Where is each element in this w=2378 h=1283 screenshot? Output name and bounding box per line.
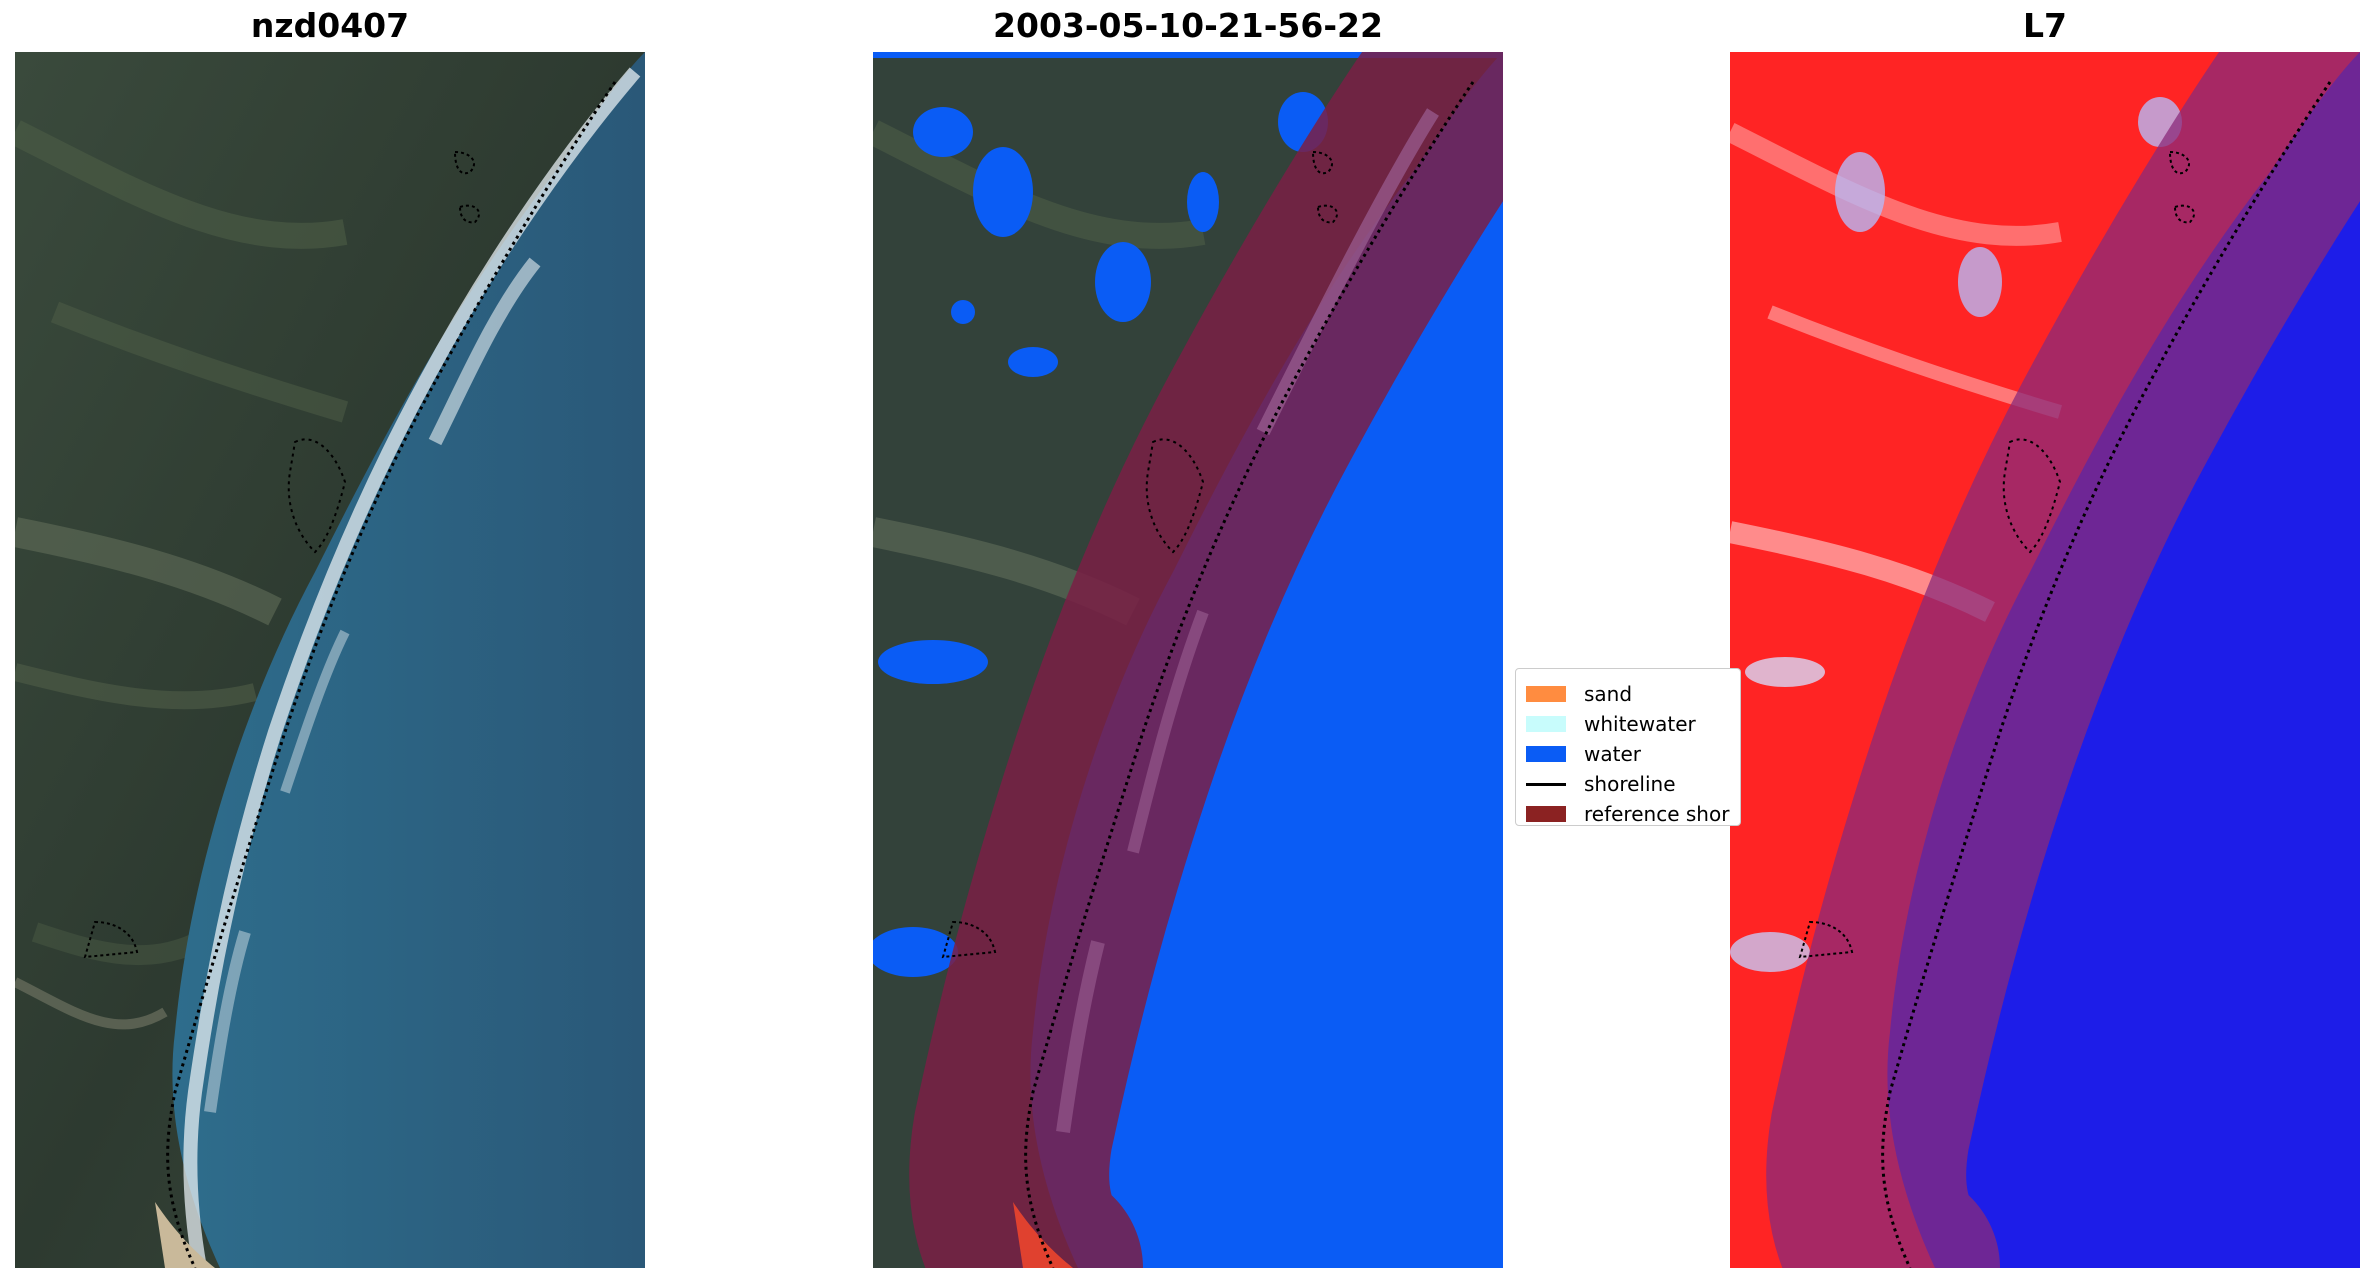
index-image xyxy=(1730,52,2360,1268)
classified-image xyxy=(873,52,1503,1268)
legend-label: whitewater xyxy=(1584,712,1696,736)
index-image-panel xyxy=(1730,52,2360,1268)
legend-item-shoreline: shoreline xyxy=(1516,769,1740,799)
whitewater-swatch xyxy=(1526,716,1566,732)
panel-title-index: L7 xyxy=(2023,6,2067,45)
water-swatch xyxy=(1526,746,1566,762)
legend-label: water xyxy=(1584,742,1641,766)
legend-label: reference shor xyxy=(1584,802,1730,826)
rgb-satellite-image xyxy=(15,52,645,1268)
rgb-image-panel xyxy=(15,52,645,1268)
reference-shoreline-swatch xyxy=(1526,806,1566,822)
legend-item-sand: sand xyxy=(1516,679,1740,709)
shoreline-line-swatch xyxy=(1526,782,1566,786)
legend-label: shoreline xyxy=(1584,772,1676,796)
legend-item-water: water xyxy=(1516,739,1740,769)
sand-swatch xyxy=(1526,686,1566,702)
legend: sand whitewater water shoreline referenc… xyxy=(1515,668,1741,826)
panel-title-classified: 2003-05-10-21-56-22 xyxy=(993,6,1383,45)
panel-title-rgb: nzd0407 xyxy=(250,6,410,45)
classified-image-panel xyxy=(873,52,1503,1268)
legend-item-whitewater: whitewater xyxy=(1516,709,1740,739)
legend-item-reference-shoreline: reference shor xyxy=(1516,799,1740,826)
legend-label: sand xyxy=(1584,682,1633,706)
